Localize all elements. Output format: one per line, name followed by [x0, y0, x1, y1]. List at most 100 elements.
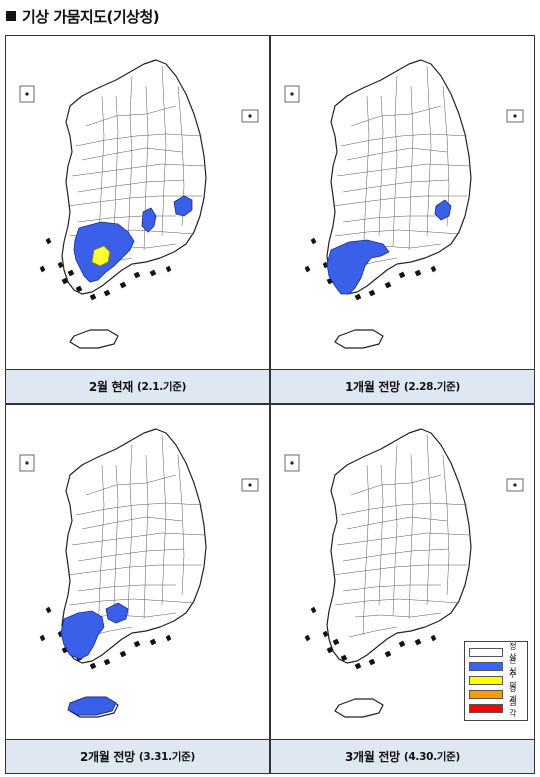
district-boundary: [127, 75, 133, 247]
watch-region-central-south: [141, 207, 157, 233]
mainland-outline: [61, 428, 207, 664]
square-bullet-icon: [6, 11, 16, 21]
caption-date: (4.30.기준): [403, 751, 460, 763]
korea-outline: [19, 428, 259, 718]
legend-row: 경계: [469, 684, 523, 704]
island: [149, 269, 157, 277]
legend-swatch: [469, 647, 504, 657]
district-boundary: [177, 454, 185, 596]
district-boundary: [75, 133, 203, 147]
district-boundary: [392, 444, 398, 616]
island: [75, 285, 83, 293]
drought-legend: 정상 관심 주의 경계 심각: [464, 641, 528, 721]
legend-row: 정상: [469, 642, 523, 662]
drought-map-current: [19, 59, 259, 349]
district-boundary: [113, 464, 119, 606]
legend-row: 주의: [469, 670, 523, 690]
island: [133, 271, 141, 279]
district-boundary: [442, 454, 450, 596]
watch-regions: [60, 602, 129, 716]
district-boundary: [426, 434, 432, 606]
island: [414, 269, 422, 277]
island: [398, 640, 406, 648]
district-boundary: [336, 163, 470, 177]
district-boundary: [408, 454, 414, 620]
district-boundary: [143, 454, 149, 620]
drought-map-3month: [284, 428, 524, 718]
island: [45, 606, 52, 614]
district-boundary: [340, 133, 468, 147]
district-boundary: [97, 464, 105, 636]
map-panel-1month: 1개월 전망 (2.28.기준): [270, 35, 535, 404]
drought-map-1month: [284, 59, 524, 349]
district-boundary: [346, 147, 448, 161]
island: [304, 265, 311, 273]
district-boundary: [113, 95, 119, 237]
inset-island: [513, 483, 517, 487]
island: [103, 289, 111, 297]
island: [332, 638, 340, 646]
island: [119, 650, 127, 658]
watch-region-jeju: [67, 696, 117, 716]
island: [89, 293, 97, 301]
district-boundary: [354, 612, 442, 618]
watch-regions: [73, 195, 193, 283]
caption-date: (2.1.기준): [137, 381, 187, 393]
district-boundary: [69, 598, 195, 606]
district-boundary: [378, 464, 384, 606]
map-panel-2month: 2개월 전망 (3.31.기준): [5, 404, 270, 774]
island: [322, 630, 329, 638]
korea-outline: [19, 59, 259, 349]
jeju-island: [334, 698, 384, 718]
district-boundary: [81, 516, 183, 530]
watch-region-southwest: [60, 610, 105, 660]
island: [340, 654, 348, 662]
island: [368, 658, 376, 666]
district-boundary: [392, 75, 398, 247]
legend-label: 심각: [509, 698, 517, 718]
island: [45, 237, 52, 245]
jeju-island: [334, 329, 384, 349]
jeju-island: [69, 329, 119, 349]
district-boundary: [350, 105, 442, 127]
island: [384, 281, 392, 289]
island: [354, 293, 362, 301]
district-boundary: [334, 229, 460, 237]
district-boundary: [334, 598, 460, 606]
island: [384, 650, 392, 658]
map-panel-current: 2월 현재 (2.1.기준): [5, 35, 270, 404]
island: [89, 662, 97, 670]
watch-region-southeast: [434, 199, 452, 221]
watch-region-southeast: [173, 195, 193, 217]
mainland-outline: [326, 428, 472, 664]
district-boundary: [350, 474, 442, 496]
district-boundary: [81, 147, 183, 161]
island: [304, 634, 311, 642]
page-header: 기상 가뭄지도(기상청): [6, 4, 160, 28]
district-boundary: [362, 95, 370, 267]
district-boundary: [71, 163, 205, 177]
watch-region-south-central: [105, 602, 129, 624]
district-boundary: [71, 532, 205, 546]
island: [39, 265, 46, 273]
caption-date: (3.31.기준): [138, 751, 195, 763]
island: [165, 634, 172, 642]
island: [119, 281, 127, 289]
district-boundary: [378, 95, 384, 237]
caption-main: 2개월 전망: [79, 750, 135, 764]
district-boundary: [77, 584, 176, 592]
district-boundary: [340, 502, 468, 516]
legend-swatch: [469, 689, 504, 699]
caption-3month: 3개월 전망 (4.30.기준): [271, 739, 534, 773]
korea-outline: [284, 59, 524, 349]
mainland-outline: [326, 59, 472, 295]
district-boundary: [77, 179, 185, 193]
island: [310, 237, 317, 245]
district-boundary: [342, 215, 441, 223]
island: [149, 638, 157, 646]
island: [398, 271, 406, 279]
island: [67, 269, 75, 277]
legend-row: 심각: [469, 698, 523, 718]
district-boundary: [77, 548, 185, 562]
district-boundary: [342, 179, 450, 193]
